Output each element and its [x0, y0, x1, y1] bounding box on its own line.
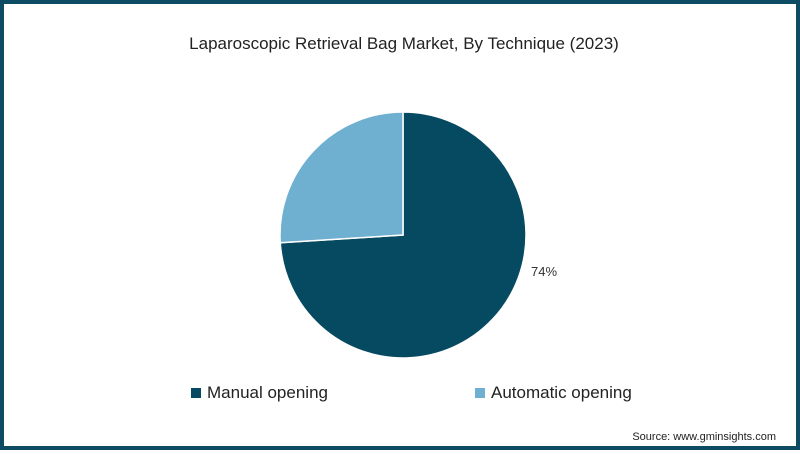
legend-label-manual: Manual opening	[207, 383, 328, 402]
data-label-manual-opening: 74%	[531, 264, 558, 279]
pie-slices	[279, 111, 527, 359]
source-note: Source: www.gminsights.com	[632, 431, 776, 443]
legend-swatch-manual	[191, 388, 201, 398]
legend-item-manual-opening[interactable]: Manual opening	[191, 383, 328, 403]
legend-swatch-automatic	[475, 388, 485, 398]
pie-slice-automatic-opening[interactable]	[279, 111, 404, 244]
pie-chart	[279, 111, 527, 359]
chart-title: Laparoscopic Retrieval Bag Market, By Te…	[189, 34, 619, 53]
legend-label-automatic: Automatic opening	[491, 383, 632, 402]
legend-item-automatic-opening[interactable]: Automatic opening	[475, 383, 632, 403]
